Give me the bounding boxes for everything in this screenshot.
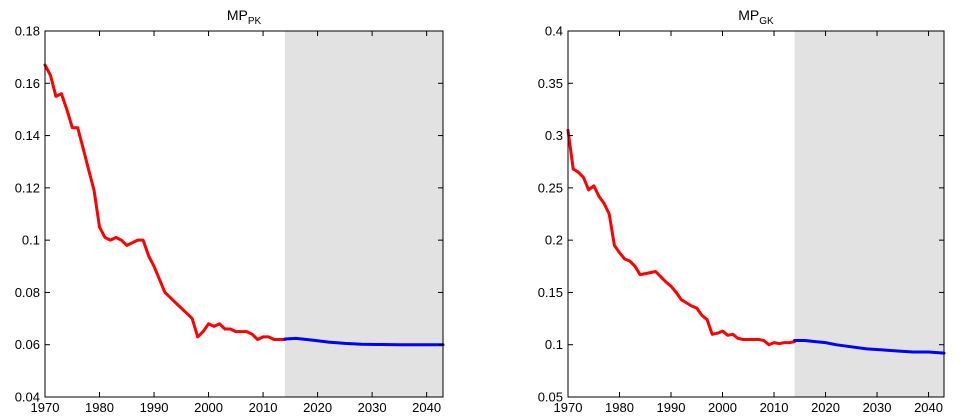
- x-tick-label: 2030: [358, 400, 387, 415]
- y-tick-label: 0.04: [15, 390, 40, 405]
- x-tick-label: 1980: [85, 400, 114, 415]
- x-tick-label: 2020: [303, 400, 332, 415]
- y-tick-label: 0.15: [538, 285, 563, 300]
- x-tick-label: 2030: [863, 400, 892, 415]
- y-tick-label: 0.35: [538, 76, 563, 91]
- axes-frame: [44, 30, 444, 398]
- chart-title: MPPK: [227, 7, 262, 27]
- chart-title: MPGK: [738, 7, 774, 27]
- forecast-line: [793, 339, 946, 355]
- x-tick-label: 1990: [140, 400, 169, 415]
- y-tick-label: 0.2: [545, 233, 563, 248]
- x-tick-label: 1970: [554, 400, 583, 415]
- y-tick-label: 0.1: [22, 233, 40, 248]
- y-tick-label: 0.18: [15, 24, 40, 39]
- x-tick-label: 1990: [657, 400, 686, 415]
- y-tick-label: 0.1: [545, 337, 563, 352]
- forecast-shade: [794, 31, 944, 397]
- x-tick-label: 1970: [31, 400, 60, 415]
- x-tick-label: 2010: [760, 400, 789, 415]
- y-tick-label: 0.08: [15, 285, 40, 300]
- x-tick-label: 2020: [811, 400, 840, 415]
- y-tick-label: 0.06: [15, 337, 40, 352]
- x-tick-label: 2040: [914, 400, 943, 415]
- x-tick-label: 1980: [605, 400, 634, 415]
- y-tick-label: 0.3: [545, 128, 563, 143]
- y-tick-label: 0.16: [15, 76, 40, 91]
- x-tick-label: 2000: [194, 400, 223, 415]
- y-tick-label: 0.14: [15, 128, 40, 143]
- chart-1: 1970 1980 1990 2000 2010 2020 2030 2040 0.04 0.06…: [15, 7, 445, 415]
- x-tick-label: 2010: [249, 400, 278, 415]
- historical-line: [43, 63, 287, 341]
- y-tick-label: 0.25: [538, 180, 563, 195]
- x-tick-label: 2040: [412, 400, 441, 415]
- y-tick-label: 0.05: [538, 390, 563, 405]
- forecast-shade: [284, 31, 443, 397]
- historical-line: [566, 128, 797, 347]
- x-tick-label: 2000: [708, 400, 737, 415]
- y-tick-label: 0.4: [545, 24, 563, 39]
- chart-2: 1970 1980 1990 2000 2010 2020 2030 2040 0.05 0.1 0…: [538, 7, 946, 415]
- forecast-line: [283, 336, 445, 347]
- axes-frame: [567, 30, 945, 398]
- y-tick-label: 0.12: [15, 180, 40, 195]
